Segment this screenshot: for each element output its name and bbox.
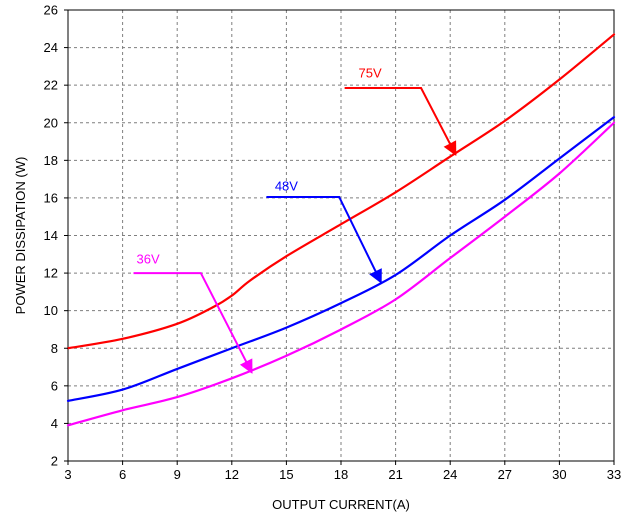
grid-lines — [68, 10, 614, 461]
series-line-48v — [66, 116, 616, 402]
x-axis-title: OUTPUT CURRENT(A) — [272, 497, 410, 512]
annotation-label-48v: 48V — [275, 178, 298, 193]
x-tick-label: 30 — [552, 467, 566, 482]
annotation-label-36v: 36V — [137, 252, 160, 267]
x-tick-label: 18 — [334, 467, 348, 482]
series-lines — [66, 33, 616, 427]
x-tick-label: 15 — [279, 467, 293, 482]
series-line-75v — [66, 33, 616, 350]
y-tick-label: 8 — [51, 341, 58, 356]
y-tick-label: 18 — [44, 153, 58, 168]
y-tick-label: 10 — [44, 303, 58, 318]
y-tick-label: 6 — [51, 378, 58, 393]
x-tick-label: 24 — [443, 467, 457, 482]
x-tick-label: 21 — [388, 467, 402, 482]
y-tick-label: 16 — [44, 190, 58, 205]
annotation-arrow-75v — [344, 86, 457, 156]
y-tick-label: 4 — [51, 416, 58, 431]
y-tick-label: 12 — [44, 266, 58, 281]
annotation-arrow-36v — [133, 272, 253, 374]
series-annotations: 75V 48V 36V — [133, 66, 457, 374]
y-tick-label: 22 — [44, 78, 58, 93]
annotation-label-75v: 75V — [359, 66, 382, 81]
y-tick-label: 26 — [44, 3, 58, 18]
x-tick-label: 33 — [607, 467, 621, 482]
y-tick-label: 14 — [44, 228, 58, 243]
y-tick-label: 24 — [44, 40, 58, 55]
x-tick-labels: 3 6 9 12 15 18 21 24 27 30 33 — [64, 461, 621, 482]
series-line-36v — [66, 121, 616, 427]
annotation-arrow-48v — [266, 195, 382, 284]
x-tick-label: 6 — [119, 467, 126, 482]
x-tick-label: 27 — [498, 467, 512, 482]
y-tick-label: 2 — [51, 454, 58, 469]
y-tick-label: 20 — [44, 115, 58, 130]
y-axis-title: POWER DISSIPATION (W) — [13, 157, 28, 315]
x-tick-label: 12 — [225, 467, 239, 482]
x-tick-label: 9 — [174, 467, 181, 482]
x-tick-label: 3 — [64, 467, 71, 482]
